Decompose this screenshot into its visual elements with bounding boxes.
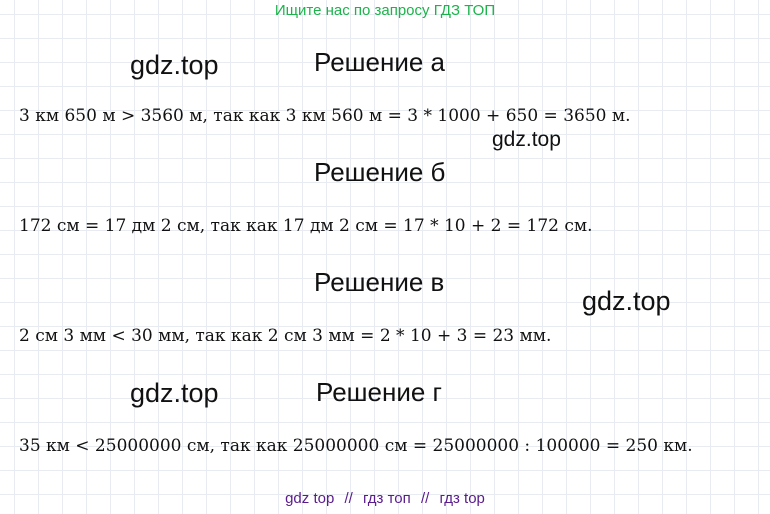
watermark-logo: gdz.top xyxy=(130,50,219,80)
solution-heading-v: Решение в xyxy=(314,267,445,297)
solution-heading-a: Решение а xyxy=(314,47,446,77)
footer-separator: // xyxy=(420,490,430,507)
solution-text-b: 172 см = 17 дм 2 см, так как 17 дм 2 см … xyxy=(19,216,593,236)
top-banner: Ищите нас по запросу ГДЗ ТОП xyxy=(274,2,496,19)
footer-separator: // xyxy=(344,490,353,507)
footer-link[interactable]: гдз топ xyxy=(363,490,411,507)
solution-text-g: 35 км < 25000000 см, так как 25000000 см… xyxy=(19,436,693,456)
footer-links: gdz top // гдз топ // гдз top xyxy=(0,490,770,507)
solution-heading-g: Решение г xyxy=(316,377,443,407)
footer-link[interactable]: гдз top xyxy=(439,490,485,507)
watermark-logo: gdz.top xyxy=(492,128,561,151)
watermark-logo: gdz.top xyxy=(582,286,671,316)
solution-heading-b: Решение б xyxy=(314,157,446,187)
footer-link[interactable]: gdz top xyxy=(285,490,335,507)
solution-text-a: 3 км 650 м > 3560 м, так как 3 км 560 м … xyxy=(19,106,631,126)
watermark-logo: gdz.top xyxy=(130,378,219,408)
solution-text-v: 2 см 3 мм < 30 мм, так как 2 см 3 мм = 2… xyxy=(19,326,552,346)
